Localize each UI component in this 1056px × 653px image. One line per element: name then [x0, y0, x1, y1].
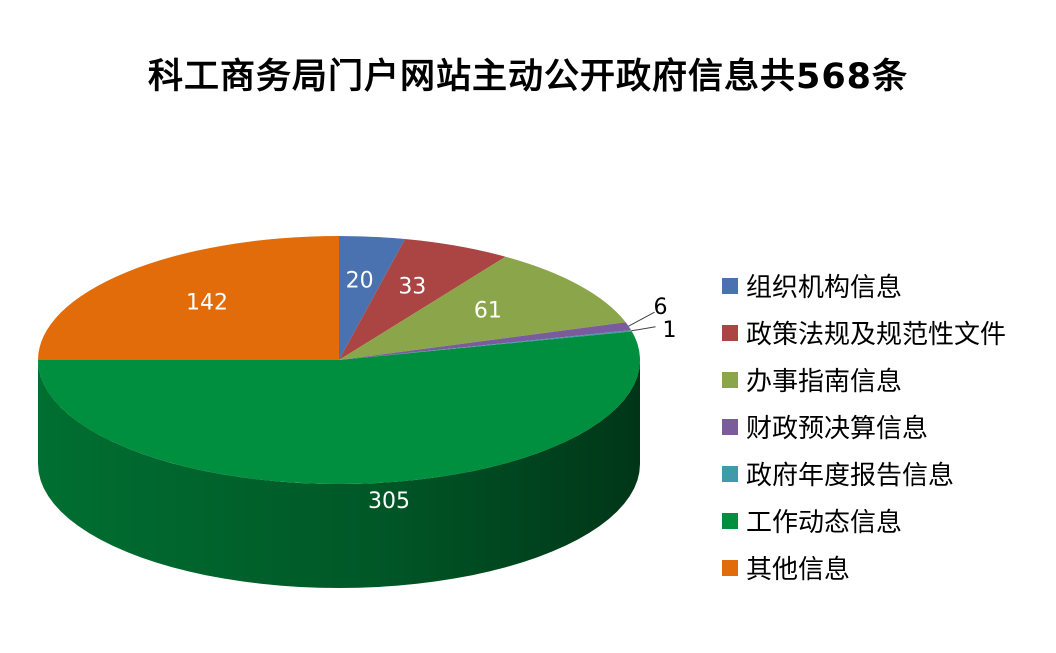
leader-line-4	[631, 326, 656, 332]
data-label-6: 142	[186, 291, 228, 316]
legend-label-6: 其他信息	[746, 555, 851, 585]
pie-slice-2	[339, 256, 626, 360]
chart-title: 科工商务局门户网站主动公开政府信息共568条	[147, 57, 909, 97]
legend-swatch-2	[722, 371, 738, 388]
leader-line-3	[628, 311, 655, 327]
pie-slice-4	[339, 330, 632, 360]
legend-label-3: 财政预决算信息	[746, 414, 929, 444]
pie-slice-1	[339, 239, 506, 360]
chart-legend: 组织机构信息政策法规及规范性文件 办事指南信息 财政预决算信息 政府年度报告信息 工作动…	[722, 262, 1006, 591]
data-label-2: 61	[474, 299, 502, 324]
legend-label-0: 组织机构信息	[746, 273, 903, 303]
data-label-1: 33	[398, 274, 426, 299]
legend-item-3: 财政预决算信息	[722, 403, 1006, 450]
data-label-3: 6	[654, 295, 668, 320]
legend-swatch-5	[722, 512, 738, 529]
data-label-0: 20	[346, 269, 374, 294]
legend-swatch-6	[722, 559, 738, 576]
pie-slice-5	[37, 331, 640, 485]
legend-item-5: 工作动态信息	[722, 497, 1006, 544]
legend-swatch-3	[722, 418, 738, 435]
legend-label-5: 工作动态信息	[746, 508, 903, 538]
data-label-5: 305	[368, 489, 410, 514]
data-label-4: 1	[663, 318, 677, 343]
legend-swatch-4	[722, 465, 738, 482]
legend-item-0: 组织机构信息	[722, 262, 1006, 309]
legend-item-1: 政策法规及规范性文件	[722, 309, 1006, 356]
pie-slice-0	[339, 236, 406, 360]
pie-side-5	[38, 360, 640, 588]
legend-swatch-0	[722, 277, 738, 294]
legend-label-2: 办事指南信息	[746, 367, 903, 397]
legend-item-4: 政府年度报告信息	[722, 450, 1006, 497]
legend-item-6: 其他信息	[722, 544, 1006, 591]
legend-label-1: 政策法规及规范性文件	[746, 320, 1007, 350]
legend-label-4: 政府年度报告信息	[746, 461, 955, 491]
legend-item-2: 办事指南信息	[722, 356, 1006, 403]
legend-swatch-1	[722, 324, 738, 341]
pie-slice-6	[38, 236, 339, 360]
pie-slice-3	[339, 322, 632, 360]
